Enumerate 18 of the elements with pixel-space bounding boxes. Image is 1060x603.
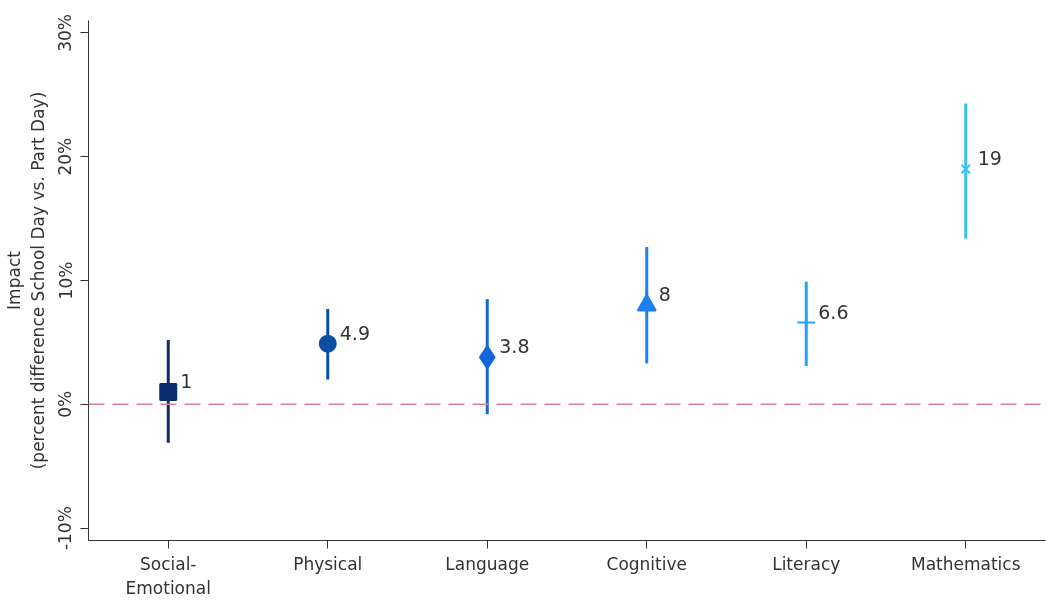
data-label: 4.9 <box>339 321 370 344</box>
data-label: 19 <box>977 147 1002 170</box>
x-tick-label: Language <box>445 553 530 574</box>
x-tick-label: Mathematics <box>910 553 1021 574</box>
x-tick-label: Cognitive <box>606 553 687 574</box>
y-tick-label: -10% <box>55 506 76 551</box>
y-tick-label: 30% <box>55 13 76 52</box>
data-label: 6.6 <box>818 300 849 323</box>
x-tick-label: Physical <box>293 553 363 574</box>
data-label: 3.8 <box>499 335 530 358</box>
data-label: 8 <box>658 283 671 306</box>
y-tick-label: 0% <box>55 390 76 418</box>
y-tick-label: 20% <box>55 137 76 176</box>
data-label: 1 <box>180 369 193 392</box>
x-tick-label: Social- Emotional <box>125 553 211 598</box>
x-tick-label: Literacy <box>772 553 841 574</box>
y-axis-title: Impact (percent difference School Day vs. Part Day) <box>3 91 48 470</box>
y-tick-label: 10% <box>55 261 76 300</box>
